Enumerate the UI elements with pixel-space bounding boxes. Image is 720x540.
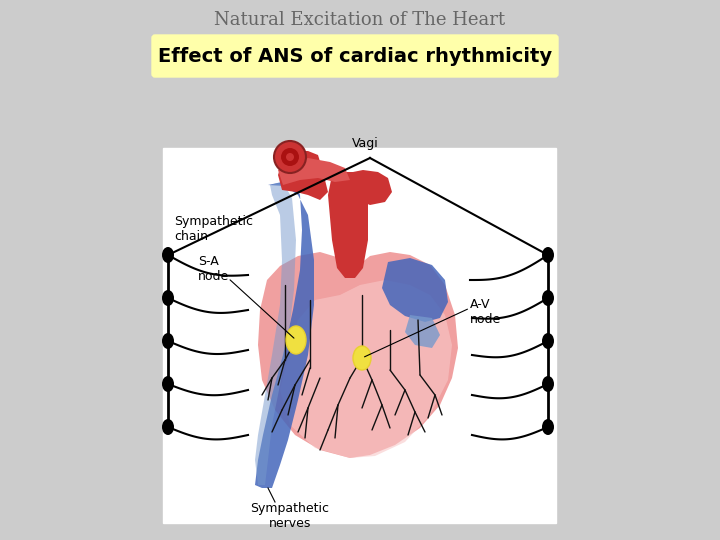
Circle shape xyxy=(281,148,299,166)
Ellipse shape xyxy=(162,290,174,306)
Ellipse shape xyxy=(542,247,554,263)
Polygon shape xyxy=(348,170,392,205)
Ellipse shape xyxy=(353,346,371,370)
Ellipse shape xyxy=(542,419,554,435)
Text: A-V
node: A-V node xyxy=(470,298,501,326)
Ellipse shape xyxy=(542,290,554,306)
Text: S-A
node: S-A node xyxy=(198,255,229,283)
Text: Effect of ANS of cardiac rhythmicity: Effect of ANS of cardiac rhythmicity xyxy=(158,48,552,66)
Polygon shape xyxy=(405,315,440,348)
Ellipse shape xyxy=(162,376,174,392)
Ellipse shape xyxy=(162,247,174,263)
Circle shape xyxy=(274,141,306,173)
Polygon shape xyxy=(280,280,452,458)
Text: Vagi: Vagi xyxy=(351,137,379,150)
Ellipse shape xyxy=(162,333,174,349)
Ellipse shape xyxy=(162,419,174,435)
Polygon shape xyxy=(382,258,448,322)
Polygon shape xyxy=(258,252,458,458)
Ellipse shape xyxy=(286,326,306,354)
Polygon shape xyxy=(255,182,314,488)
Text: Natural Excitation of The Heart: Natural Excitation of The Heart xyxy=(215,11,505,29)
Ellipse shape xyxy=(542,333,554,349)
Polygon shape xyxy=(278,151,328,200)
Bar xyxy=(163,148,556,523)
Ellipse shape xyxy=(542,376,554,392)
FancyBboxPatch shape xyxy=(152,35,558,77)
Polygon shape xyxy=(278,158,350,185)
Text: Sympathetic
chain: Sympathetic chain xyxy=(174,215,253,243)
Polygon shape xyxy=(328,172,368,278)
Circle shape xyxy=(286,153,294,161)
Text: Sympathetic
nerves: Sympathetic nerves xyxy=(251,502,330,530)
Polygon shape xyxy=(255,183,296,485)
